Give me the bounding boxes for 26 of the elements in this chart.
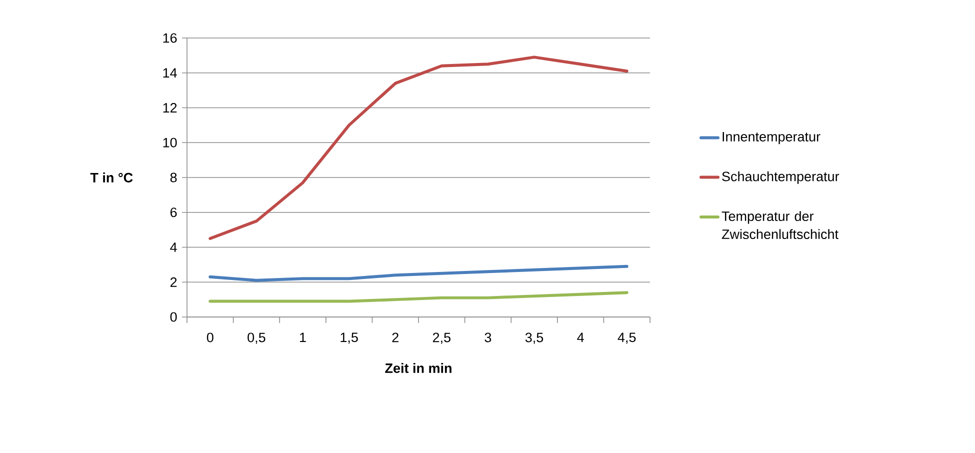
- y-tick-label: 4: [170, 242, 177, 252]
- y-tick-label: 12: [163, 103, 177, 112]
- x-tick-label: 0: [206, 332, 214, 342]
- y-tick-label: 14: [163, 68, 177, 78]
- x-tick-label: 2: [392, 332, 398, 342]
- x-tick-label: 3,5: [525, 332, 544, 344]
- x-tick-label: 1: [300, 332, 306, 342]
- y-tick-label: 10: [163, 138, 177, 148]
- x-tick-label: 2,5: [432, 332, 450, 344]
- line-series: [208, 56, 628, 240]
- x-tick-label: 4: [577, 332, 584, 342]
- x-tick-label: 3: [484, 332, 492, 342]
- y-tick-label: 16: [163, 33, 177, 43]
- y-tick-label: 6: [170, 208, 177, 218]
- y-axis-title: T in °C: [90, 172, 133, 182]
- line-series: [208, 264, 628, 282]
- y-tick-label: 8: [170, 172, 177, 182]
- y-tick-label: 2: [170, 277, 177, 287]
- legend-label: Innentemperatur: [722, 132, 820, 144]
- x-axis-title: Zeit in min: [385, 363, 452, 373]
- y-tick-label: 0: [170, 312, 177, 322]
- x-tick-label: 4,5: [618, 332, 636, 344]
- x-tick-label: 0,5: [248, 332, 266, 344]
- legend-label: Temperatur der Zwischenluftschicht: [722, 211, 838, 240]
- legend-label: Schauchtemperatur: [722, 171, 840, 184]
- x-tick-label: 1,5: [340, 332, 358, 344]
